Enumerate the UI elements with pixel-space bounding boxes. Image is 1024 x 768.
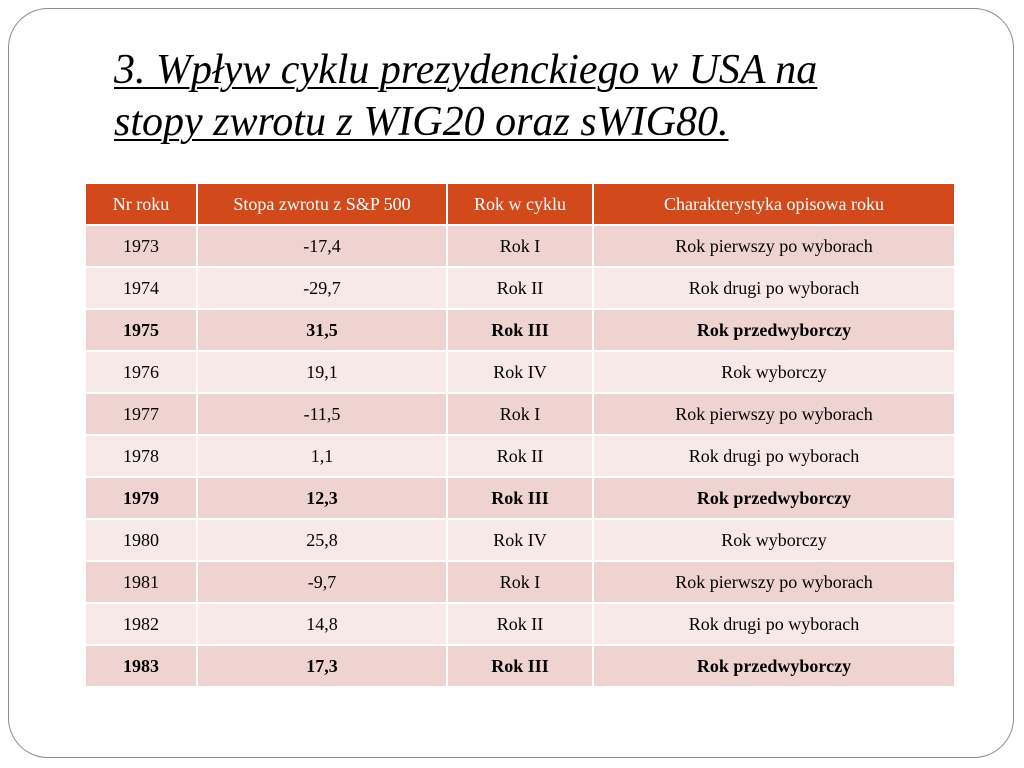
slide-title-line-1: 3. Wpływ cyklu prezydenckiego w USA na — [114, 47, 818, 93]
cell-description: Rok drugi po wyborach — [593, 267, 954, 310]
cell-return: -11,5 — [197, 393, 448, 436]
table-row: 1982 14,8 Rok II Rok drugi po wyborach — [86, 603, 954, 646]
slide-title-line-2: stopy zwrotu z WIG20 oraz sWIG80. — [114, 99, 729, 145]
returns-table: Nr roku Stopa zwrotu z S&P 500 Rok w cyk… — [86, 184, 954, 688]
cell-description: Rok pierwszy po wyborach — [593, 561, 954, 604]
cell-return: 14,8 — [197, 603, 448, 646]
table-row: 1973 -17,4 Rok I Rok pierwszy po wyborach — [86, 225, 954, 268]
table-row: 1983 17,3 Rok III Rok przedwyborczy — [86, 645, 954, 688]
cell-description: Rok wyborczy — [593, 519, 954, 562]
cell-year: 1975 — [86, 309, 198, 352]
cell-description: Rok przedwyborczy — [593, 645, 954, 688]
cell-year: 1980 — [86, 519, 198, 562]
table-header-row: Nr roku Stopa zwrotu z S&P 500 Rok w cyk… — [86, 184, 954, 226]
table-row: 1979 12,3 Rok III Rok przedwyborczy — [86, 477, 954, 520]
table-row: 1981 -9,7 Rok I Rok pierwszy po wyborach — [86, 561, 954, 604]
cell-cycle: Rok III — [447, 309, 594, 352]
cell-cycle: Rok II — [447, 603, 594, 646]
cell-year: 1981 — [86, 561, 198, 604]
cell-return: -17,4 — [197, 225, 448, 268]
cell-cycle: Rok I — [447, 561, 594, 604]
cell-cycle: Rok II — [447, 267, 594, 310]
header-return: Stopa zwrotu z S&P 500 — [197, 184, 448, 226]
cell-cycle: Rok I — [447, 393, 594, 436]
cell-cycle: Rok III — [447, 477, 594, 520]
cell-year: 1974 — [86, 267, 198, 310]
slide-title: 3. Wpływ cyklu prezydenckiego w USA na s… — [114, 44, 934, 148]
cell-return: 19,1 — [197, 351, 448, 394]
cell-cycle: Rok IV — [447, 351, 594, 394]
cell-cycle: Rok II — [447, 435, 594, 478]
cell-year: 1979 — [86, 477, 198, 520]
cell-year: 1973 — [86, 225, 198, 268]
table-row: 1977 -11,5 Rok I Rok pierwszy po wyborach — [86, 393, 954, 436]
cell-description: Rok drugi po wyborach — [593, 603, 954, 646]
cell-description: Rok pierwszy po wyborach — [593, 225, 954, 268]
cell-return: 17,3 — [197, 645, 448, 688]
cell-description: Rok drugi po wyborach — [593, 435, 954, 478]
cell-cycle: Rok IV — [447, 519, 594, 562]
header-year: Nr roku — [86, 184, 198, 226]
cell-cycle: Rok III — [447, 645, 594, 688]
cell-return: 12,3 — [197, 477, 448, 520]
table-body: 1973 -17,4 Rok I Rok pierwszy po wyborach 19… — [86, 225, 954, 688]
table-row: 1975 31,5 Rok III Rok przedwyborczy — [86, 309, 954, 352]
cell-year: 1976 — [86, 351, 198, 394]
cell-return: -9,7 — [197, 561, 448, 604]
cell-description: Rok pierwszy po wyborach — [593, 393, 954, 436]
table-row: 1974 -29,7 Rok II Rok drugi po wyborach — [86, 267, 954, 310]
cell-description: Rok wyborczy — [593, 351, 954, 394]
table-row: 1978 1,1 Rok II Rok drugi po wyborach — [86, 435, 954, 478]
cell-cycle: Rok I — [447, 225, 594, 268]
cell-return: 31,5 — [197, 309, 448, 352]
cell-return: -29,7 — [197, 267, 448, 310]
table-row: 1980 25,8 Rok IV Rok wyborczy — [86, 519, 954, 562]
cell-year: 1978 — [86, 435, 198, 478]
cell-year: 1982 — [86, 603, 198, 646]
cell-year: 1977 — [86, 393, 198, 436]
cell-description: Rok przedwyborczy — [593, 309, 954, 352]
header-description: Charakterystyka opisowa roku — [593, 184, 954, 226]
cell-return: 25,8 — [197, 519, 448, 562]
header-cycle: Rok w cyklu — [447, 184, 594, 226]
cell-year: 1983 — [86, 645, 198, 688]
cell-return: 1,1 — [197, 435, 448, 478]
cell-description: Rok przedwyborczy — [593, 477, 954, 520]
table-row: 1976 19,1 Rok IV Rok wyborczy — [86, 351, 954, 394]
